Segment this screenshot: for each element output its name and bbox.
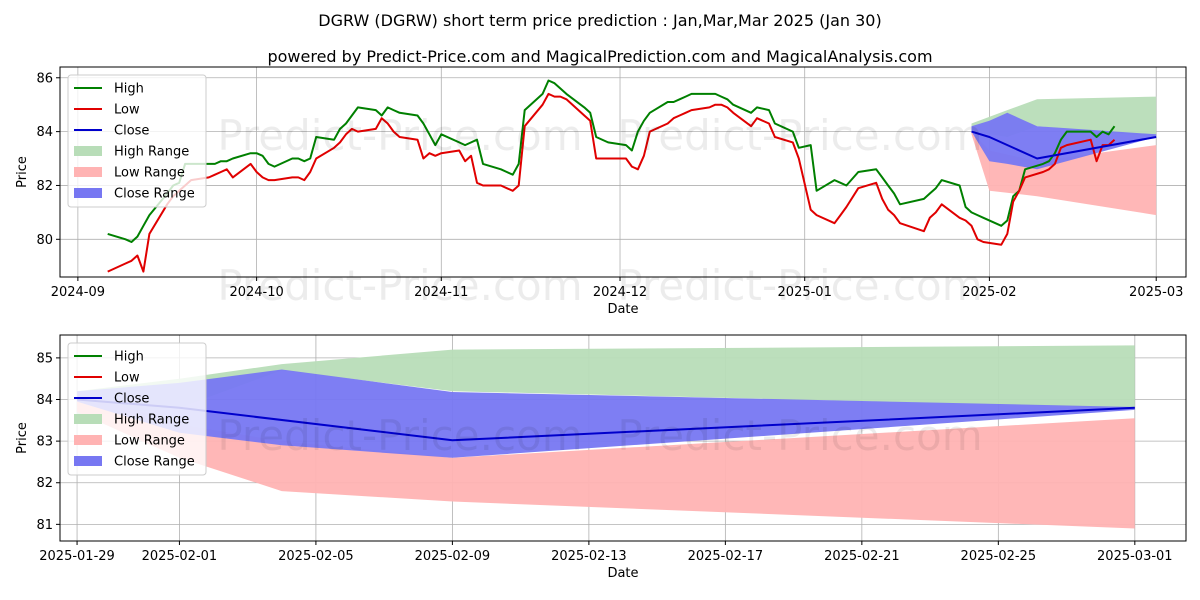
y-tick-label: 85 [36, 351, 53, 366]
high-range-band [77, 345, 1135, 417]
legend: High Low Close High Range Low Range Close Ran… [67, 342, 207, 476]
legend-label: High Range [114, 413, 189, 428]
legend-label: Close Range [114, 455, 195, 470]
x-tick-label: 2025-01 [778, 285, 832, 300]
watermark: Predict-Price.com [217, 111, 582, 160]
axes-frame [59, 334, 1187, 542]
x-tick-label: 2025-02-09 [415, 549, 491, 564]
y-tick-label: 84 [36, 393, 53, 408]
x-tick-label: 2025-02-13 [551, 549, 627, 564]
chart-title: DGRW (DGRW) short term price prediction … [318, 11, 881, 30]
y-axis-label: Price [15, 156, 30, 188]
watermark: Predict-Price.com [217, 261, 582, 310]
y-tick-label: 83 [36, 435, 53, 450]
legend: High Low Close High Range Low Range Close Ran… [67, 74, 207, 208]
legend-swatch-high-range [74, 414, 102, 424]
legend-label: Low Range [114, 434, 185, 449]
x-tick-label: 2025-02-01 [142, 549, 218, 564]
y-tick-label: 86 [36, 71, 53, 86]
y-tick-label: 80 [36, 233, 53, 248]
legend-label: Low Range [114, 166, 185, 181]
close-line [971, 130, 1157, 160]
legend-label: Close [114, 124, 149, 139]
legend-label: Close [114, 392, 149, 407]
low-line [107, 92, 1116, 273]
x-tick-label: 2024-09 [51, 285, 105, 300]
legend-box [67, 342, 207, 476]
legend-box [67, 74, 207, 208]
legend-label: High [114, 82, 144, 97]
watermark: Predict-Price.com [617, 111, 982, 160]
legend-swatch-low-range [74, 167, 102, 177]
legend-swatch-close-range [74, 456, 102, 466]
y-axis-label: Price [15, 422, 30, 454]
legend-label: Close Range [114, 187, 195, 202]
y-tick-label: 82 [36, 179, 53, 194]
plot-area [77, 345, 1135, 529]
x-tick-label: 2025-02-21 [824, 549, 900, 564]
legend-label: High [114, 350, 144, 365]
x-tick-label: 2025-02-25 [961, 549, 1037, 564]
x-tick-label: 2024-10 [229, 285, 283, 300]
y-tick-label: 81 [36, 518, 53, 533]
x-tick-label: 2025-02 [962, 285, 1016, 300]
plot-area [107, 79, 1157, 273]
legend-label: Low [114, 371, 140, 386]
x-tick-label: 2025-03-01 [1097, 549, 1173, 564]
axes-frame [59, 66, 1187, 278]
close-range-band [971, 112, 1157, 170]
high-line [107, 79, 1116, 243]
watermark: Predict-Price.com [617, 411, 982, 460]
x-tick-label: 2025-03 [1129, 285, 1183, 300]
x-axis-label: Date [607, 566, 638, 581]
legend-swatch-close-range [74, 188, 102, 198]
y-tick-label: 84 [36, 125, 53, 140]
x-tick-label: 2024-11 [414, 285, 468, 300]
legend-swatch-high-range [74, 146, 102, 156]
watermark: Predict-Price.com [617, 261, 982, 310]
top-panel: Predict-Price.com Predict-Price.com Predic… [15, 66, 1187, 317]
x-axis-label: Date [607, 302, 638, 317]
x-tick-label: 2025-01-29 [39, 549, 115, 564]
watermark: Predict-Price.com [217, 411, 582, 460]
legend-swatch-low-range [74, 435, 102, 445]
x-tick-label: 2024-12 [593, 285, 647, 300]
legend-label: Low [114, 103, 140, 118]
bottom-panel: Predict-Price.com Predict-Price.com 81 82 83… [15, 334, 1187, 581]
x-tick-label: 2025-02-05 [278, 549, 354, 564]
close-range-band [77, 369, 1135, 458]
x-tick-label: 2025-02-17 [688, 549, 764, 564]
low-range-band [77, 391, 1135, 529]
legend-label: High Range [114, 145, 189, 160]
chart-subtitle: powered by Predict-Price.com and Magical… [267, 47, 932, 66]
low-range-band [971, 131, 1157, 216]
y-tick-label: 82 [36, 476, 53, 491]
